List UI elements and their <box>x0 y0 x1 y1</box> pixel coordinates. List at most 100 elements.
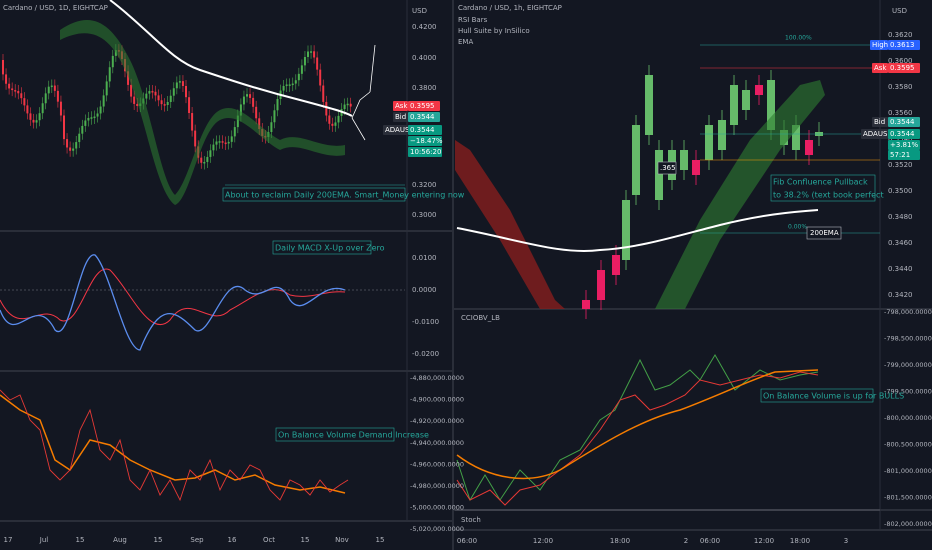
candle <box>160 100 163 105</box>
candle <box>59 101 62 116</box>
price-tick-label: 0.3580 <box>888 83 913 91</box>
candle <box>108 67 111 82</box>
last-price-bg <box>408 125 442 135</box>
cci-ma <box>456 369 819 480</box>
obv-tick-label: -5,000,000.0000 <box>410 504 464 512</box>
ask-label: Ask <box>874 64 887 72</box>
note-box <box>770 174 876 202</box>
price-tick-label: 0.3620 <box>888 31 913 39</box>
last-price: 0.3544 <box>410 126 435 134</box>
cci-tick-label: -799,500.0000 <box>884 388 932 396</box>
obv-tick-label: -4,920,000.0000 <box>410 417 464 425</box>
candle <box>313 51 316 58</box>
candle <box>645 75 653 135</box>
indicator-name: Hull Suite by InSilico <box>458 27 530 35</box>
candle <box>163 104 166 106</box>
decor <box>2 20 823 319</box>
candle <box>622 200 630 260</box>
time-tick-label: Oct <box>263 536 275 544</box>
candle <box>276 99 279 111</box>
fib-level: 100.00% <box>785 35 812 42</box>
last-price: 0.3544 <box>890 130 915 138</box>
time-tick-label: 15 <box>76 536 85 544</box>
price-tick-label: 0.4000 <box>412 54 437 62</box>
candle <box>81 125 84 134</box>
candle <box>655 150 663 200</box>
obv-tick-label: -4,960,000.0000 <box>410 460 464 468</box>
candle <box>307 51 309 57</box>
obv-line <box>0 389 349 502</box>
price-tick-label: 0.3000 <box>412 211 437 219</box>
macd-note: Daily MACD X-Up over Zero <box>275 244 385 253</box>
candle <box>294 80 297 84</box>
bid-label: Bid <box>874 118 885 126</box>
fib-level: 0.00% <box>788 224 807 231</box>
candle <box>322 85 325 102</box>
candle <box>136 103 139 106</box>
candle <box>35 120 38 123</box>
ask-price: 0.3595 <box>890 64 915 72</box>
cci-tick-label: -800,500.0000 <box>884 441 932 449</box>
label-box <box>806 226 842 240</box>
candle <box>175 82 178 89</box>
candle <box>221 141 224 143</box>
ask-label-bg <box>872 63 888 73</box>
ema-200 <box>456 209 819 252</box>
countdown-bg <box>408 147 442 157</box>
price-tick-label: 0.3560 <box>888 109 913 117</box>
candle <box>53 85 56 91</box>
hull-band-red <box>455 140 565 309</box>
candle <box>194 130 197 147</box>
candle <box>325 101 328 116</box>
candle <box>38 113 41 121</box>
bid-label: Bid <box>395 113 406 121</box>
candle <box>75 142 78 149</box>
panel-title: CCIOBV_LB <box>461 314 500 322</box>
change: +3.81% <box>890 141 918 149</box>
cci-tick-label: -799,000.0000 <box>884 361 932 369</box>
candle <box>255 106 258 119</box>
candle <box>20 93 23 99</box>
candle <box>105 81 108 96</box>
candle <box>56 90 59 102</box>
indicator-name: RSI Bars <box>458 16 488 24</box>
ema-label: 200EMA <box>810 229 839 237</box>
candle <box>181 81 184 87</box>
candle <box>343 104 346 110</box>
obv-tick-label: -4,900,000.0000 <box>410 396 464 404</box>
candle <box>191 113 194 131</box>
candle <box>5 74 8 84</box>
candle <box>157 95 160 101</box>
candle <box>69 147 72 151</box>
ask-price-bg <box>408 101 440 111</box>
candle <box>96 113 99 117</box>
candle <box>742 90 750 110</box>
candle <box>303 56 306 66</box>
candle <box>582 300 590 309</box>
candle <box>99 106 102 114</box>
candle <box>755 85 763 95</box>
candle <box>145 93 148 99</box>
candle <box>133 96 136 104</box>
note-box <box>272 240 372 255</box>
candle <box>87 117 90 121</box>
candle <box>258 118 261 130</box>
candle <box>111 55 114 68</box>
price-tick-label: 0.4200 <box>412 23 437 31</box>
change-bg <box>888 140 920 150</box>
candle <box>692 160 700 175</box>
countdown-bg <box>888 150 920 160</box>
candle <box>230 136 233 142</box>
hull-band-green <box>655 80 825 309</box>
projection <box>351 44 376 141</box>
candle <box>206 156 209 162</box>
candle <box>227 141 230 144</box>
candle <box>203 161 206 164</box>
candle <box>215 141 218 145</box>
time-tick-label: Sep <box>190 536 204 544</box>
time-tick-label: 12:00 <box>754 537 774 545</box>
axis-unit: USD <box>412 7 427 15</box>
candle <box>300 65 303 74</box>
candle <box>102 95 105 107</box>
candle <box>328 115 331 124</box>
